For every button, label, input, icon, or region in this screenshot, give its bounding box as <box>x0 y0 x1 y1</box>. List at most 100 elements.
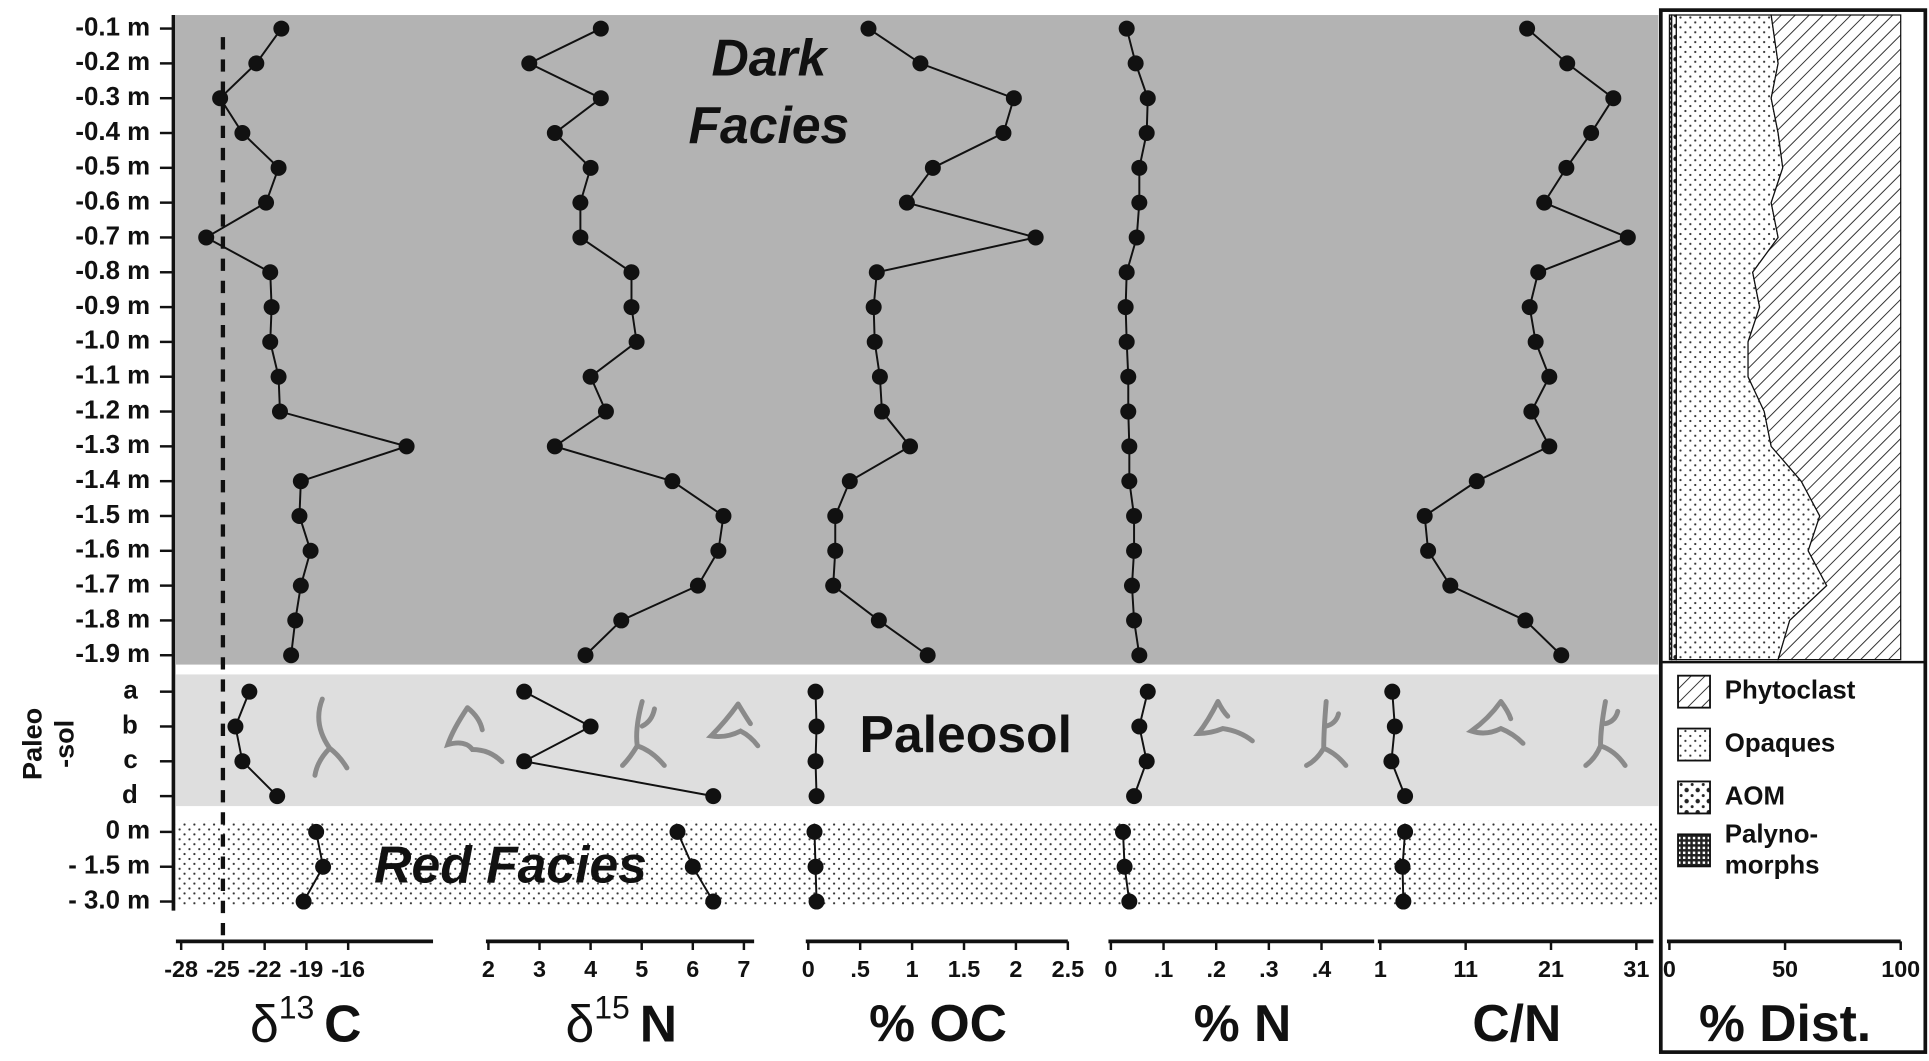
data-point <box>1131 718 1147 734</box>
data-point <box>583 160 599 176</box>
data-point <box>272 404 288 420</box>
depth-label: c <box>123 746 137 774</box>
depth-label: -1.6 m <box>75 536 150 564</box>
x-tick-label: 0 <box>1104 956 1117 982</box>
data-point <box>912 55 928 71</box>
x-tick-label: 2.5 <box>1052 956 1084 982</box>
x-tick-label: -25 <box>206 956 240 982</box>
data-point <box>1028 229 1044 245</box>
data-point <box>572 229 588 245</box>
data-point <box>1384 684 1400 700</box>
data-point <box>1530 264 1546 280</box>
profile-line <box>816 692 817 796</box>
data-point <box>1397 824 1413 840</box>
x-tick-label: -19 <box>290 956 324 982</box>
data-point <box>1126 612 1142 628</box>
depth-label: -0.3 m <box>75 83 150 111</box>
x-tick-label: 5 <box>635 956 648 982</box>
legend-label: Phytoclast <box>1725 676 1856 704</box>
data-point <box>1523 404 1539 420</box>
depth-label: -1.4 m <box>75 466 150 494</box>
x-tick-label: 100 <box>1881 956 1920 982</box>
data-point <box>623 264 639 280</box>
data-point <box>872 369 888 385</box>
data-point <box>1536 195 1552 211</box>
dist-area <box>1672 15 1677 660</box>
title-symbol: δ <box>566 994 595 1052</box>
x-tick-label: 6 <box>686 956 699 982</box>
group-axis-label: Paleo-sol <box>18 708 80 780</box>
axis-label-line: -sol <box>50 720 80 768</box>
data-point <box>1126 508 1142 524</box>
panel-title: % N <box>1194 994 1292 1052</box>
legend-swatch <box>1678 834 1710 866</box>
data-point <box>842 473 858 489</box>
legend-label: Opaques <box>1725 729 1836 757</box>
x-tick-label: -16 <box>331 956 365 982</box>
data-point <box>1124 578 1140 594</box>
data-point <box>227 718 243 734</box>
data-point <box>710 543 726 559</box>
data-point <box>1126 788 1142 804</box>
x-tick-label: .2 <box>1206 956 1225 982</box>
x-tick-label: 0 <box>802 956 815 982</box>
data-point <box>248 55 264 71</box>
data-point <box>705 788 721 804</box>
x-tick-label: .5 <box>850 956 869 982</box>
data-point <box>258 195 274 211</box>
panel-title: % OC <box>869 994 1007 1052</box>
data-point <box>871 612 887 628</box>
title-element: C <box>324 994 361 1052</box>
data-point <box>593 90 609 106</box>
data-point <box>293 473 309 489</box>
legend-label-line: morphs <box>1725 851 1820 879</box>
data-point <box>1559 55 1575 71</box>
legend-label-line: Palyno- <box>1725 820 1818 848</box>
data-point <box>1140 684 1156 700</box>
data-point <box>1140 90 1156 106</box>
data-point <box>874 404 890 420</box>
depth-label: -0.8 m <box>75 257 150 285</box>
data-point <box>669 824 685 840</box>
data-point <box>1517 612 1533 628</box>
data-point <box>806 824 822 840</box>
data-point <box>241 684 257 700</box>
data-point <box>1115 824 1131 840</box>
data-point <box>690 578 706 594</box>
data-point <box>1139 753 1155 769</box>
depth-label: 0 m <box>106 817 151 845</box>
data-point <box>866 299 882 315</box>
x-tick-label: .1 <box>1154 956 1173 982</box>
data-point <box>1383 753 1399 769</box>
data-point <box>825 578 841 594</box>
x-tick-label: -22 <box>248 956 282 982</box>
data-point <box>234 125 250 141</box>
depth-label: -1.8 m <box>75 605 150 633</box>
data-point <box>271 160 287 176</box>
data-point <box>1128 55 1144 71</box>
depth-label: -0.7 m <box>75 222 150 250</box>
panel-title: % Dist. <box>1699 994 1871 1052</box>
legend-swatch <box>1678 729 1710 761</box>
data-point <box>809 788 825 804</box>
data-point <box>1442 578 1458 594</box>
data-point <box>262 334 278 350</box>
x-tick-label: 2 <box>482 956 495 982</box>
depth-label: a <box>123 676 138 704</box>
data-point <box>1129 229 1145 245</box>
data-point <box>995 125 1011 141</box>
data-point <box>264 299 280 315</box>
data-point <box>827 508 843 524</box>
x-tick-label: 1 <box>1374 956 1387 982</box>
legend-swatch <box>1678 781 1710 813</box>
depth-label: -0.6 m <box>75 187 150 215</box>
data-point <box>1420 543 1436 559</box>
data-point <box>593 21 609 37</box>
legend-label: AOM <box>1725 782 1785 810</box>
x-tick-label: 3 <box>533 956 546 982</box>
x-tick-label: 31 <box>1623 956 1649 982</box>
facies-label: Red Facies <box>374 835 647 893</box>
x-tick-label: 21 <box>1538 956 1564 982</box>
data-point <box>1121 473 1137 489</box>
